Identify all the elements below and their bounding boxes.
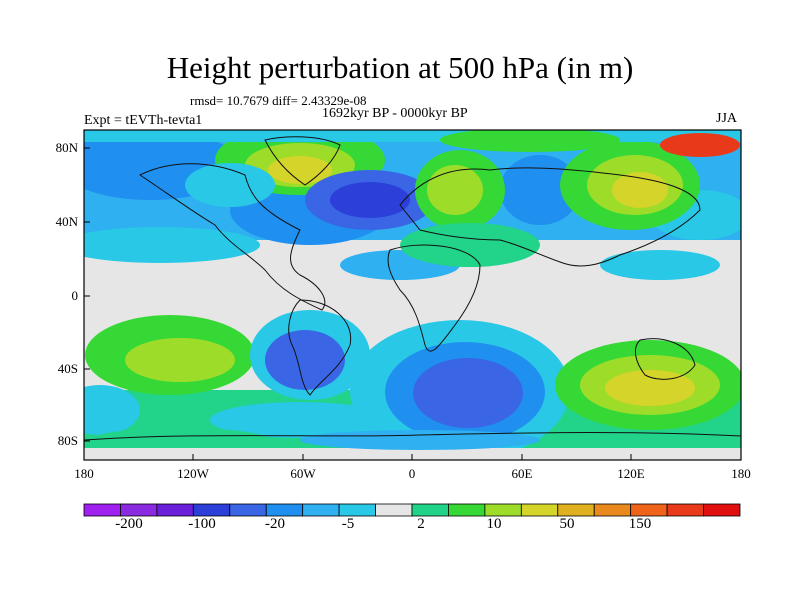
- coastlines: [84, 136, 741, 441]
- colorbar: [83, 503, 741, 517]
- colorbar-label: 10: [486, 516, 502, 532]
- colorbar-swatch: [338, 503, 376, 517]
- experiment-label: Expt = tEVTh-tevta1: [84, 113, 203, 128]
- colorbar-swatch: [156, 503, 194, 517]
- colorbar-swatch: [630, 503, 668, 517]
- lon-label: 120W: [177, 466, 209, 481]
- colorbar-label: -100: [188, 516, 216, 532]
- colorbar-swatch: [703, 503, 741, 517]
- period-label: 1692kyr BP - 0000kyr BP: [322, 106, 468, 121]
- lat-label: 40N: [55, 214, 78, 229]
- lon-label: 60W: [290, 466, 316, 481]
- colorbar-swatch: [375, 503, 413, 517]
- colorbar-swatch: [520, 503, 559, 517]
- colorbar-swatch: [557, 503, 595, 517]
- colorbar-swatch: [593, 503, 632, 517]
- colorbar-swatch: [666, 503, 704, 517]
- colorbar-label: 150: [628, 516, 652, 532]
- colorbar-label: 2: [417, 516, 425, 532]
- lon-label: 60E: [511, 466, 533, 481]
- colorbar-swatch: [83, 503, 121, 517]
- colorbar-swatch: [411, 503, 449, 517]
- lon-label: 180: [731, 466, 751, 481]
- colorbar-swatch: [265, 503, 304, 517]
- season-label: JJA: [716, 111, 738, 126]
- lon-label: 120E: [617, 466, 645, 481]
- colorbar-swatch: [484, 503, 522, 517]
- plot-title: Height perturbation at 500 hPa (in m): [166, 50, 634, 85]
- colorbar-label: 50: [559, 516, 575, 532]
- colorbar-swatch: [229, 503, 267, 517]
- lon-label: 180: [74, 466, 94, 481]
- lat-label: 0: [71, 288, 79, 303]
- lon-label: 0: [408, 466, 416, 481]
- lat-label: 80N: [55, 140, 78, 155]
- stats-text: rmsd= 10.7679 diff= 2.43329e-08: [190, 93, 367, 108]
- colorbar-label: -5: [341, 516, 355, 532]
- height-field: [84, 130, 741, 460]
- colorbar-swatch: [448, 503, 486, 517]
- colorbar-swatch: [120, 503, 158, 517]
- colorbar-swatch: [302, 503, 340, 517]
- lat-label: 80S: [57, 433, 78, 448]
- colorbar-label: -200: [115, 516, 143, 532]
- lat-label: 40S: [57, 361, 78, 376]
- colorbar-label: -20: [265, 516, 285, 532]
- axis-ticks: [83, 147, 742, 460]
- colorbar-swatch: [192, 503, 231, 517]
